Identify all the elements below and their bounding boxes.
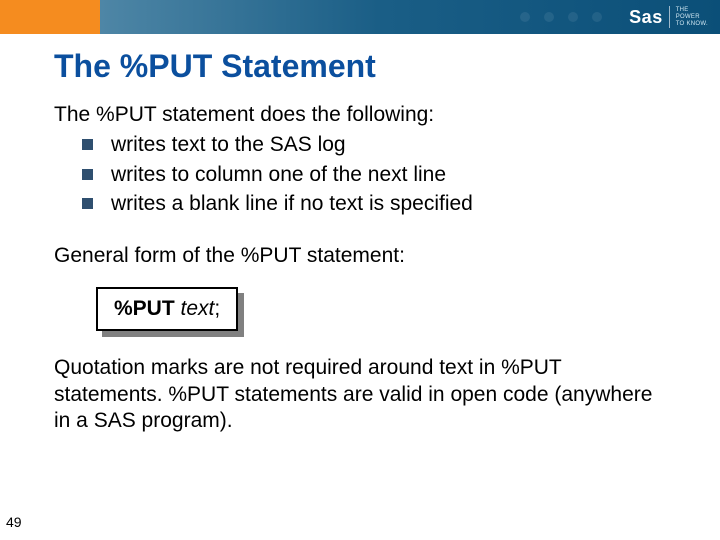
square-bullet-icon bbox=[82, 198, 93, 209]
page-number: 49 bbox=[6, 514, 22, 530]
dot-icon bbox=[592, 12, 602, 22]
topbar: Sas THE POWER TO KNOW. bbox=[0, 0, 720, 34]
list-item: writes text to the SAS log bbox=[82, 132, 666, 158]
tagline-line: THE bbox=[676, 7, 689, 13]
closing-text: Quotation marks are not required around … bbox=[54, 355, 666, 434]
slide-body: The %PUT statement does the following: w… bbox=[54, 102, 666, 438]
tagline-line: TO KNOW. bbox=[676, 21, 708, 27]
square-bullet-icon bbox=[82, 169, 93, 180]
syntax-argument: text bbox=[181, 297, 215, 320]
topbar-gradient bbox=[100, 0, 720, 34]
bullet-list: writes text to the SAS log writes to col… bbox=[54, 132, 666, 217]
logo-tagline: THE POWER TO KNOW. bbox=[676, 7, 708, 28]
dot-icon bbox=[568, 12, 578, 22]
dot-icon bbox=[520, 12, 530, 22]
dot-icon bbox=[544, 12, 554, 22]
syntax-terminator: ; bbox=[214, 297, 220, 320]
sas-logo-icon: Sas bbox=[629, 7, 663, 28]
syntax-keyword: %PUT bbox=[114, 297, 175, 320]
slide-title: The %PUT Statement bbox=[54, 48, 376, 85]
syntax-content: %PUT text; bbox=[96, 287, 238, 331]
bullet-text: writes to column one of the next line bbox=[111, 162, 446, 188]
topbar-orange-block bbox=[0, 0, 100, 34]
square-bullet-icon bbox=[82, 139, 93, 150]
logo-text: Sas bbox=[629, 7, 663, 28]
bullet-text: writes text to the SAS log bbox=[111, 132, 346, 158]
list-item: writes to column one of the next line bbox=[82, 162, 666, 188]
general-form-label: General form of the %PUT statement: bbox=[54, 243, 666, 269]
bullet-text: writes a blank line if no text is specif… bbox=[111, 191, 473, 217]
logo: Sas THE POWER TO KNOW. bbox=[629, 4, 708, 30]
slide: Sas THE POWER TO KNOW. The %PUT Statemen… bbox=[0, 0, 720, 540]
topbar-dots bbox=[520, 12, 602, 22]
list-item: writes a blank line if no text is specif… bbox=[82, 191, 666, 217]
intro-text: The %PUT statement does the following: bbox=[54, 102, 666, 128]
tagline-line: POWER bbox=[676, 14, 700, 20]
syntax-box: %PUT text; bbox=[96, 287, 238, 331]
logo-divider bbox=[669, 6, 670, 28]
